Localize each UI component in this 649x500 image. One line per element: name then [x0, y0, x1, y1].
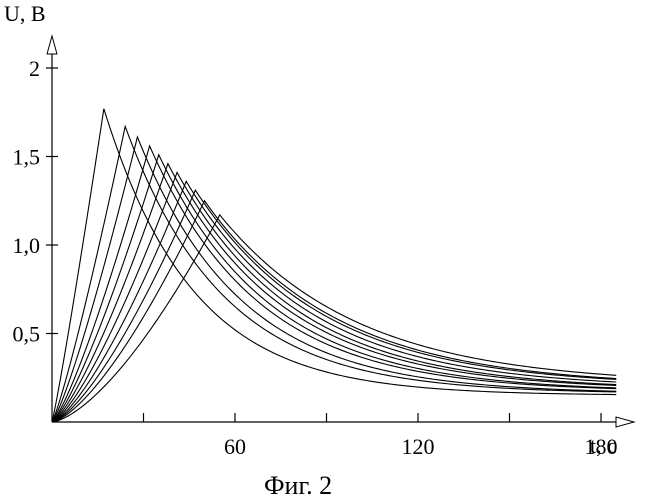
x-axis-arrow: [616, 417, 634, 427]
y-tick-label: 0,5: [13, 322, 41, 347]
x-tick-label: 60: [224, 434, 246, 459]
curves: [52, 109, 616, 422]
voltage-curve-11: [52, 215, 616, 422]
y-axis-arrow: [47, 36, 57, 54]
figure-caption: Фиг. 2: [264, 471, 332, 500]
x-tick-label: 120: [402, 434, 435, 459]
y-axis-label: U, B: [4, 1, 46, 26]
axes: [47, 36, 634, 427]
y-tick-label: 1,0: [13, 233, 41, 258]
ticks: 601201800,51,01,52: [13, 56, 618, 459]
voltage-curve-5: [52, 155, 616, 422]
x-axis-label: t, c: [590, 433, 617, 458]
voltage-curve-8: [52, 181, 616, 422]
y-tick-label: 2: [29, 56, 40, 81]
y-tick-label: 1,5: [13, 145, 41, 170]
